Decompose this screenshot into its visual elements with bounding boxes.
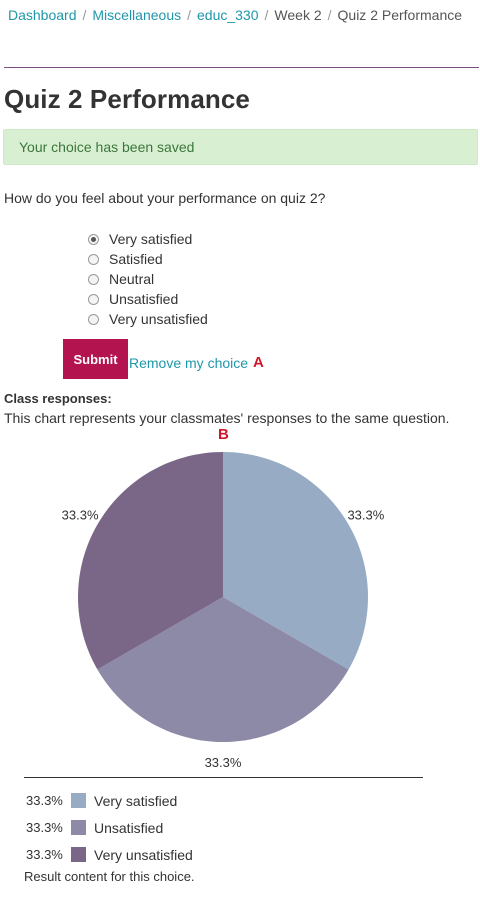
pie-slice-unsatisfied <box>97 597 349 742</box>
legend-label: Very satisfied <box>94 792 178 809</box>
pie-data-label: 33.3% <box>205 755 242 770</box>
legend-item: 33.3% Very satisfied <box>26 787 193 814</box>
question-text: How do you feel about your performance o… <box>4 190 326 206</box>
breadcrumb-separator: / <box>82 7 87 23</box>
legend-item: 33.3% Very unsatisfied <box>26 841 193 868</box>
annotation-marker-b: B <box>218 426 229 443</box>
option-neutral[interactable]: Neutral <box>88 269 208 289</box>
breadcrumb-course[interactable]: educ_330 <box>197 7 259 23</box>
radio-very-satisfied[interactable] <box>88 233 99 245</box>
option-very-satisfied[interactable]: Very satisfied <box>88 229 208 249</box>
page-title: Quiz 2 Performance <box>4 84 250 114</box>
radio-neutral[interactable] <box>88 273 99 285</box>
option-satisfied[interactable]: Satisfied <box>88 249 208 269</box>
success-alert: Your choice has been saved <box>3 129 478 165</box>
pie-data-label: 33.3% <box>347 508 384 523</box>
breadcrumb-dashboard[interactable]: Dashboard <box>8 7 77 23</box>
breadcrumb-separator: / <box>327 7 332 23</box>
legend-swatch <box>71 793 86 808</box>
header-divider <box>4 67 479 68</box>
class-responses-description: This chart represents your classmates' r… <box>4 410 450 426</box>
option-label: Unsatisfied <box>109 291 179 307</box>
legend-label: Unsatisfied <box>94 819 164 836</box>
pie-slice-very-unsatisfied <box>78 452 223 670</box>
radio-very-unsatisfied[interactable] <box>88 313 99 325</box>
option-label: Very satisfied <box>109 231 193 247</box>
breadcrumb-current: Quiz 2 Performance <box>337 7 463 23</box>
legend-percent: 33.3% <box>26 820 63 835</box>
option-label: Satisfied <box>109 251 163 267</box>
legend-item: 33.3% Unsatisfied <box>26 814 193 841</box>
option-label: Neutral <box>109 271 155 287</box>
breadcrumb-separator: / <box>187 7 191 23</box>
pie-data-label: 33.3% <box>62 508 99 523</box>
pie-chart: 33.3% 33.3% 33.3% <box>62 452 385 770</box>
breadcrumb-week[interactable]: Week 2 <box>274 7 322 23</box>
breadcrumb: Dashboard / Miscellaneous / educ_330 / Week 2 /… <box>8 7 462 23</box>
legend-swatch <box>71 820 86 835</box>
chart-legend: 33.3% Very satisfied 33.3% Unsatisfied 33.3%… <box>26 787 193 868</box>
option-unsatisfied[interactable]: Unsatisfied <box>88 289 208 309</box>
option-very-unsatisfied[interactable]: Very unsatisfied <box>88 309 208 329</box>
radio-satisfied[interactable] <box>88 253 99 265</box>
radio-unsatisfied[interactable] <box>88 293 99 305</box>
legend-divider <box>24 777 423 778</box>
pie-slice-very-satisfied <box>223 452 368 670</box>
legend-swatch <box>71 847 86 862</box>
choice-options: Very satisfied Satisfied Neutral Unsatis… <box>88 229 208 329</box>
result-note: Result content for this choice. <box>24 869 195 884</box>
legend-percent: 33.3% <box>26 793 63 808</box>
annotation-marker-a: A <box>253 354 264 371</box>
legend-label: Very unsatisfied <box>94 846 193 863</box>
remove-choice-link[interactable]: Remove my choice <box>129 355 249 371</box>
breadcrumb-separator: / <box>264 7 269 23</box>
breadcrumb-miscellaneous[interactable]: Miscellaneous <box>92 7 182 23</box>
option-label: Very unsatisfied <box>109 311 208 327</box>
legend-percent: 33.3% <box>26 847 63 862</box>
submit-button[interactable]: Submit <box>63 339 128 379</box>
class-responses-heading: Class responses: <box>4 391 112 406</box>
